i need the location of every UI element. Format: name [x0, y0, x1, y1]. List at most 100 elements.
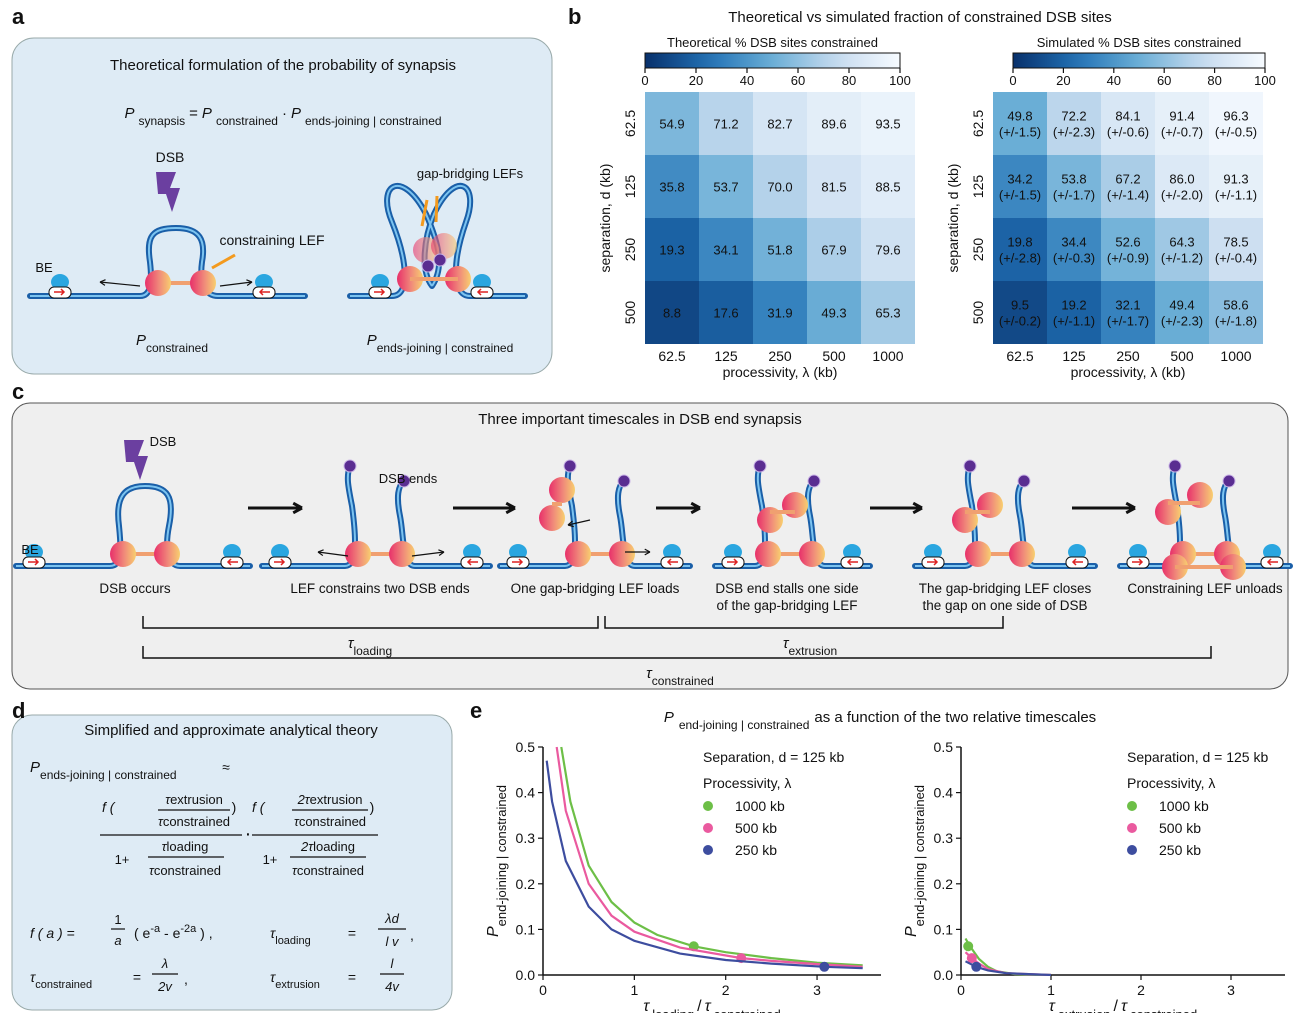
boundary-arrow — [258, 288, 270, 296]
cell-error-label: (+/-0.5) — [1215, 125, 1257, 140]
label-part: / — [1114, 998, 1119, 1013]
heatmap-cell — [807, 218, 861, 281]
label: BE — [35, 260, 53, 275]
arrow-head — [690, 501, 701, 515]
label-part: loading — [166, 839, 208, 854]
cell-error-label: (+/-0.6) — [1107, 125, 1149, 140]
y-tick-label: 500 — [970, 301, 986, 325]
x-tick-label: 125 — [1062, 348, 1086, 364]
label-part: 2τ — [300, 839, 314, 854]
lef — [755, 541, 781, 567]
x-tick-label: 2 — [1137, 982, 1145, 998]
colorbar-tick-label: 20 — [689, 73, 703, 88]
colorbar-tick-label: 80 — [1207, 73, 1221, 88]
boundary-arrow — [666, 558, 678, 566]
y-tick-label: 0.5 — [516, 739, 536, 755]
label: Simplified and approximate analytical th… — [84, 722, 378, 739]
legend-label: 1000 kb — [1159, 798, 1209, 814]
heatmap-cell — [645, 281, 699, 344]
boundary-arrow — [54, 288, 66, 296]
series-marker — [819, 961, 830, 972]
boundary-element — [255, 274, 273, 290]
y-tick-label: 125 — [622, 175, 638, 199]
cell-label: 70.0 — [767, 180, 792, 195]
legend-title: Separation, d = 125 kb — [1127, 749, 1268, 765]
cell-label: 34.2 — [1007, 172, 1032, 187]
x-tick-label: 1 — [1047, 982, 1055, 998]
cell-label: 19.2 — [1061, 298, 1086, 313]
arrow-head — [1125, 501, 1136, 515]
x-tick-label: 0 — [957, 982, 965, 998]
label: λ — [161, 956, 168, 971]
rich-label: Pconstrained — [136, 332, 208, 355]
lef — [565, 541, 591, 567]
heatmap-cell — [1209, 218, 1263, 281]
cell-label: 35.8 — [659, 180, 684, 195]
x-tick-label: 2 — [722, 982, 730, 998]
label: ≈ — [222, 759, 230, 775]
colorbar-tick-label: 100 — [1254, 73, 1276, 88]
orange-arrow — [420, 195, 439, 227]
boundary-arrow — [512, 558, 524, 566]
label-part: extrusion — [310, 792, 363, 807]
label-part: -2a — [180, 923, 197, 935]
label-part: τ — [348, 635, 355, 652]
label-part: constrained — [35, 979, 92, 991]
label-part: τ — [162, 839, 168, 854]
cell-error-label: (+/-2.0) — [1161, 188, 1203, 203]
cell-label: 67.2 — [1115, 172, 1140, 187]
label: 2v — [157, 979, 173, 994]
label-part: ends-joining | constrained — [305, 114, 442, 128]
label: BE — [21, 542, 39, 557]
y-tick-label: 0.3 — [934, 830, 954, 846]
arrow-head — [292, 501, 303, 515]
label-part: extrusion — [170, 792, 223, 807]
label: DSB — [156, 149, 185, 165]
label-part: extrusion — [788, 644, 837, 658]
label: DSB — [150, 434, 177, 449]
cell-label: 31.9 — [767, 306, 792, 321]
cell-label: 52.6 — [1115, 235, 1140, 250]
label-part: constrained — [216, 114, 278, 128]
label: = — [133, 969, 141, 985]
dsb-end — [1222, 474, 1236, 488]
boundary-arrow — [374, 288, 386, 296]
dsb-end — [433, 253, 447, 267]
cell-label: 9.5 — [1011, 298, 1029, 313]
heatmap-cell — [699, 218, 753, 281]
label-part: τ — [643, 998, 650, 1013]
lef — [389, 541, 415, 567]
heatmap-cell — [1101, 155, 1155, 218]
heatmap-cell — [993, 155, 1047, 218]
arrow-head — [317, 549, 324, 557]
dsb-end — [1017, 474, 1031, 488]
cell-label: 49.4 — [1169, 298, 1194, 313]
heatmap-cell — [861, 155, 915, 218]
rich-label: 2τextrusion — [297, 792, 363, 807]
cell-error-label: (+/-1.2) — [1161, 251, 1203, 266]
label: λd — [384, 911, 399, 926]
arrow-head — [99, 279, 106, 286]
arrow — [219, 281, 253, 287]
x-axis-label: processivity, λ (kb) — [723, 364, 838, 380]
cell-label: 86.0 — [1169, 172, 1194, 187]
dsb-bolt — [124, 440, 148, 480]
heatmap-cell — [807, 281, 861, 344]
series-line — [555, 746, 863, 968]
label-part: extrusion — [275, 979, 320, 991]
heatmap-cell — [1209, 155, 1263, 218]
heatmap-cell — [1047, 155, 1101, 218]
label-part: τ — [646, 665, 653, 682]
cell-label: 34.1 — [713, 243, 738, 258]
heatmap-cell — [807, 92, 861, 155]
legend-title: Separation, d = 125 kb — [703, 749, 844, 765]
cell-label: 32.1 — [1115, 298, 1140, 313]
x-tick-label: 250 — [768, 348, 792, 364]
label: ) — [232, 799, 237, 815]
heatmap-cell — [645, 155, 699, 218]
lef — [782, 492, 808, 518]
label-part: · — [282, 105, 287, 122]
label: 1+ — [115, 852, 130, 867]
cell-label: 49.8 — [1007, 109, 1032, 124]
series-marker — [971, 961, 982, 972]
